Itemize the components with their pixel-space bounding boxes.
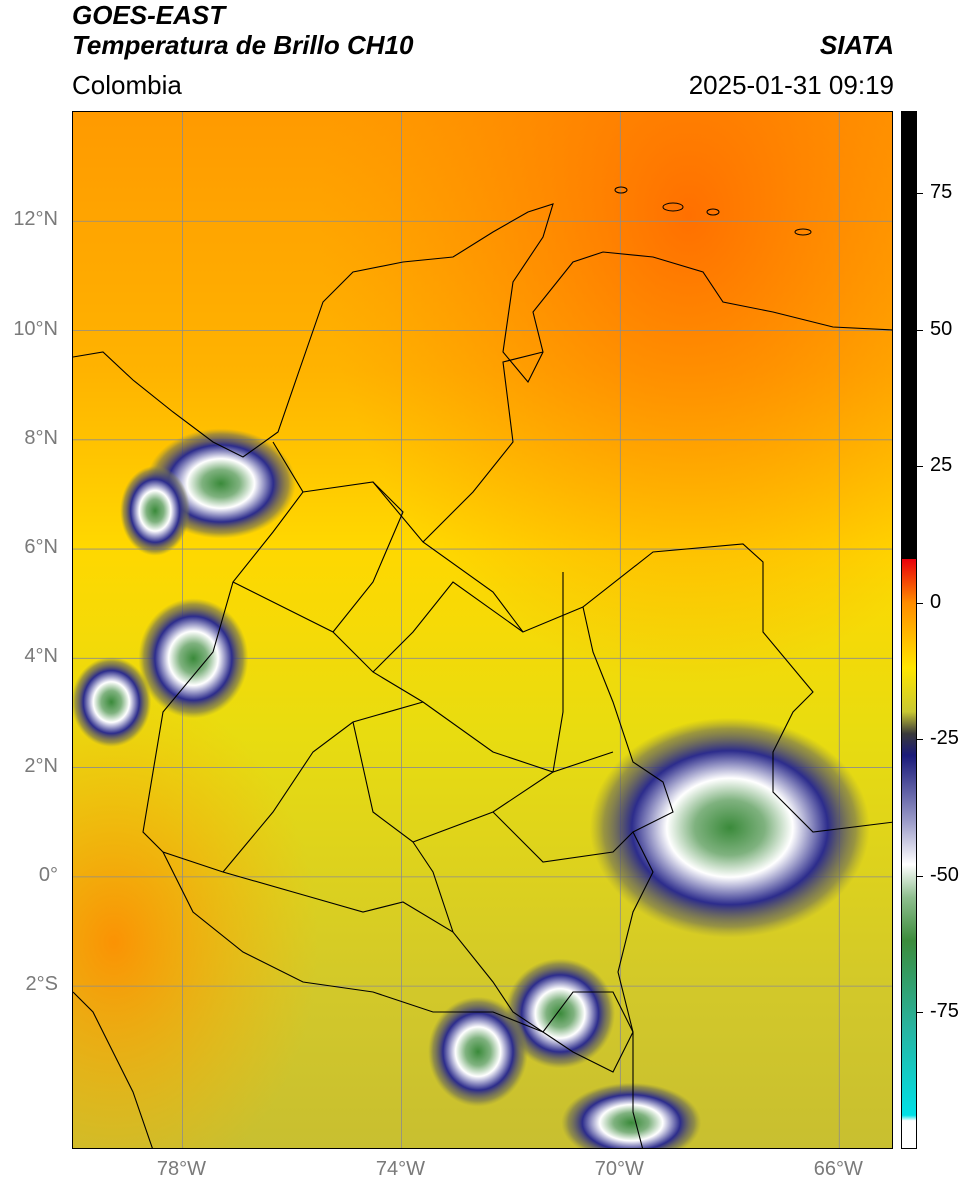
region-label: Colombia [72, 70, 182, 100]
internal-line-6 [222, 701, 424, 873]
lat-tick-label: 6°N [24, 536, 58, 559]
lat-tick-label: 8°N [24, 426, 58, 449]
organization-label: SIATA [819, 30, 894, 60]
internal-line-2 [422, 351, 544, 543]
colorbar-tick [917, 739, 923, 741]
pacific-coast-south [73, 991, 153, 1148]
timestamp-label: 2025-01-31 09:19 [688, 70, 894, 100]
lon-tick-label: 70°W [594, 1158, 644, 1180]
colorbar-tick-label: -25 [930, 727, 959, 750]
colorbar-tick [917, 192, 923, 194]
colorbar-tick [917, 329, 923, 331]
cloud-cluster-amazon-south [505, 958, 616, 1069]
colorbar-tick-label: -75 [930, 1000, 959, 1023]
lat-tick-label: 0° [38, 863, 58, 886]
colorbar-tick [917, 875, 923, 877]
lat-tick-label: 2°S [25, 973, 58, 996]
satellite-map [72, 111, 893, 1149]
island-aruba [614, 186, 628, 194]
cloud-cluster-south-edge [561, 1082, 702, 1148]
cloud-cluster-putumayo [428, 996, 529, 1107]
colorbar [901, 111, 917, 1149]
internal-line-4 [332, 481, 404, 633]
peru-south-line [542, 991, 644, 1148]
island-margarita [794, 228, 812, 236]
colorbar-tick-label: 50 [930, 317, 953, 340]
internal-line-5 [372, 581, 524, 673]
colorbar-tick-label: 25 [930, 454, 953, 477]
internal-line-8 [412, 841, 454, 933]
cloud-cluster-amazon-east [589, 717, 870, 938]
internal-line-10 [552, 572, 564, 773]
island-bonaire [706, 208, 720, 216]
cloud-clusters [73, 428, 870, 1148]
lon-tick-label: 74°W [375, 1158, 425, 1180]
cloud-cluster-pacific-south [73, 657, 152, 748]
colorbar-tick-label: 75 [930, 180, 953, 203]
product-title: Temperatura de Brillo CH10 [72, 30, 414, 60]
satellite-title: GOES-EAST [72, 0, 226, 30]
lon-tick-label: 78°W [156, 1158, 207, 1180]
islands [614, 186, 812, 236]
lat-tick-label: 4°N [24, 645, 58, 668]
colorbar-tick-label: -50 [930, 863, 959, 886]
lat-tick-label: 12°N [13, 208, 58, 231]
map-canvas [73, 112, 892, 1148]
lat-tick-label: 10°N [13, 317, 58, 340]
cloud-cluster-pacific-coast [138, 598, 249, 719]
colorbar-tick [917, 602, 923, 604]
colorbar-tick [917, 466, 923, 468]
colorbar-tick-label: 0 [930, 590, 942, 613]
cloud-cluster-pacific-west [120, 465, 191, 556]
island-curacao [662, 202, 684, 212]
internal-line-9 [492, 811, 634, 863]
lat-tick-label: 2°N [24, 754, 58, 777]
lon-tick-label: 66°W [813, 1158, 863, 1180]
colorbar-tick [917, 1012, 923, 1014]
caribbean-coast [73, 203, 892, 458]
ecuador-peru-border [162, 851, 544, 1033]
colombia-border [142, 441, 892, 1073]
borders [73, 203, 892, 1148]
internal-line-1 [302, 481, 584, 633]
